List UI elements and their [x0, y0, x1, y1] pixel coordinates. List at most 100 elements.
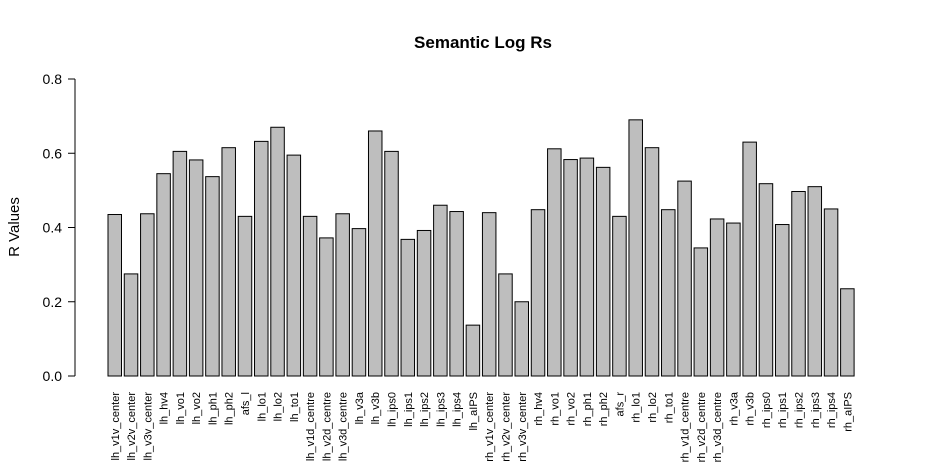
- bar: [563, 159, 578, 377]
- x-tick-label: rh_v1d_centre: [680, 392, 692, 462]
- bar: [758, 183, 774, 377]
- x-tick-label: lh_v3v_center: [142, 392, 154, 461]
- x-tick-label: lh_ph2: [224, 392, 236, 425]
- bar: [367, 130, 383, 377]
- bar: [449, 211, 464, 377]
- y-tick-label: 0.6: [43, 145, 63, 161]
- x-tick-label: rh_v1v_center: [484, 392, 496, 462]
- bar: [384, 150, 399, 377]
- bar: [840, 288, 855, 377]
- bar: [677, 180, 692, 377]
- bar: [319, 237, 334, 377]
- x-tick-label: lh_to1: [289, 392, 301, 422]
- bar: [498, 273, 513, 377]
- x-tick-label: lh_v3d_centre: [338, 392, 350, 461]
- x-tick-label: lh_ips0: [387, 392, 399, 427]
- bar: [791, 190, 806, 377]
- bar: [140, 213, 155, 377]
- bar: [156, 173, 171, 377]
- bar: [270, 126, 285, 377]
- bar: [742, 141, 757, 377]
- bar: [726, 222, 741, 377]
- bar: [481, 212, 497, 377]
- y-tick-label: 0.8: [43, 71, 63, 87]
- x-tick-label: lh_v3b: [370, 392, 382, 424]
- bar: [433, 204, 448, 377]
- y-tick-label: 0.0: [43, 368, 63, 384]
- x-tick-label: afs_l: [240, 392, 252, 415]
- x-tick-label: rh_v3d_centre: [712, 392, 724, 462]
- x-tick-label: rh_lo2: [647, 392, 659, 423]
- bar: [172, 150, 188, 377]
- bar: [335, 213, 350, 377]
- bar: [221, 147, 236, 377]
- x-tick-label: rh_ips2: [794, 392, 806, 428]
- x-tick-label: lh_v1d_centre: [305, 392, 317, 461]
- x-tick-label: rh_v3b: [745, 392, 757, 426]
- x-tick-label: rh_ph1: [582, 392, 594, 426]
- bar: [465, 324, 481, 377]
- bar: [123, 273, 139, 377]
- bar: [400, 238, 416, 377]
- bars-group: [107, 119, 855, 377]
- bar: [612, 215, 627, 377]
- chart-title: Semantic Log Rs: [414, 33, 552, 52]
- bar: [774, 224, 790, 377]
- x-tick-label: lh_ph1: [207, 392, 219, 425]
- bar: [807, 186, 823, 377]
- y-tick-label: 0.2: [43, 294, 63, 310]
- bar: [579, 157, 595, 377]
- bar: [693, 247, 709, 377]
- x-tick-label: lh_hv4: [159, 392, 171, 424]
- x-tick-label: rh_v2d_centre: [696, 392, 708, 462]
- bar: [107, 214, 122, 377]
- x-tick-label: lh_vo1: [175, 392, 187, 424]
- x-tick-label: lh_ips1: [403, 392, 415, 427]
- bar: [628, 119, 643, 377]
- bar: [237, 215, 253, 377]
- x-tick-label: rh_ph2: [598, 392, 610, 426]
- bar: [416, 229, 432, 377]
- bar: [709, 218, 725, 377]
- bar: [530, 209, 546, 377]
- x-tick-label: rh_ips1: [777, 392, 789, 428]
- x-tick-labels: lh_v1v_center lh_v2v_center lh_v3v_center l…: [110, 391, 855, 462]
- x-tick-label: lh_v2v_center: [126, 392, 138, 461]
- x-tick-label: lh_ips3: [435, 392, 447, 427]
- bar: [286, 154, 302, 377]
- bar: [188, 159, 204, 377]
- x-tick-label: lh_ips4: [452, 392, 464, 427]
- bar: [302, 215, 318, 377]
- x-tick-label: lh_lo2: [273, 392, 285, 421]
- x-tick-label: rh_vo1: [549, 392, 561, 426]
- x-tick-label: lh_v3a: [354, 391, 366, 424]
- x-tick-label: lh_ips2: [419, 392, 431, 427]
- bar: [644, 147, 660, 377]
- bar: [254, 140, 269, 377]
- x-tick-label: lh_aIPS: [468, 392, 480, 431]
- y-axis: 0.0 0.2 0.4 0.6 0.8: [43, 71, 76, 384]
- bar: [205, 176, 220, 377]
- x-tick-label: rh_v3v_center: [517, 392, 529, 462]
- bar: [661, 209, 676, 377]
- y-tick-label: 0.4: [43, 220, 63, 236]
- x-tick-label: rh_ips4: [826, 392, 838, 428]
- x-tick-label: rh_to1: [663, 392, 675, 423]
- x-tick-label: lh_vo2: [191, 392, 203, 424]
- x-tick-label: rh_hv4: [533, 392, 545, 426]
- y-axis-label: R Values: [6, 197, 23, 257]
- bar: [514, 301, 529, 377]
- x-tick-label: rh_vo2: [566, 392, 578, 426]
- bar: [823, 208, 839, 377]
- bar: [547, 148, 562, 377]
- bar: [595, 166, 611, 377]
- x-tick-label: rh_ips0: [761, 392, 773, 428]
- bar: [351, 228, 367, 377]
- x-tick-label: lh_v1v_center: [110, 392, 122, 461]
- x-tick-label: rh_v2v_center: [500, 392, 512, 462]
- x-tick-label: rh_ips3: [810, 392, 822, 428]
- x-tick-label: lh_v2d_centre: [321, 392, 333, 461]
- x-tick-label: rh_v3a: [728, 391, 740, 426]
- x-tick-label: rh_aIPS: [842, 392, 854, 432]
